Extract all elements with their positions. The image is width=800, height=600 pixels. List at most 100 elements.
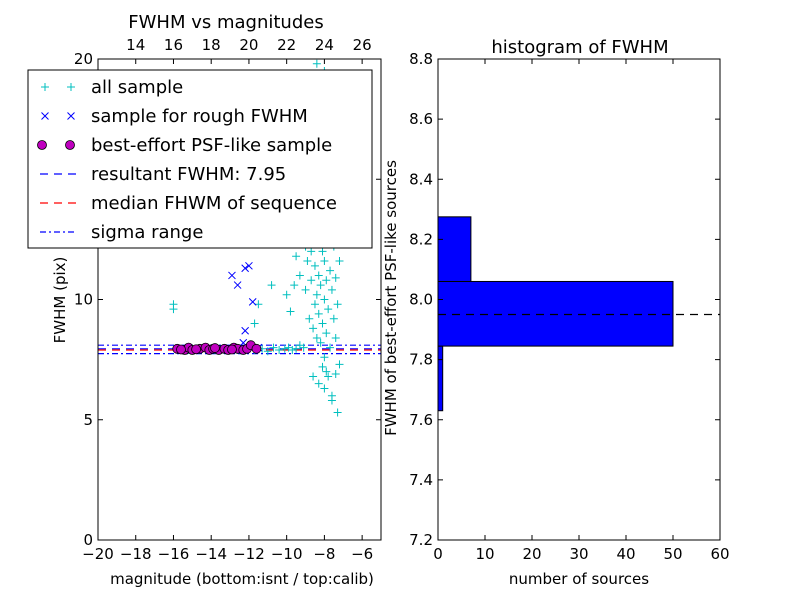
point-0-74 [309,372,318,381]
point-2-16 [251,343,262,354]
point-0-79 [331,370,340,379]
histogram-bar-1 [437,280,674,347]
legend-label-4: median FHWM of sequence [91,193,337,214]
left-top-xtick-label-0: 14 [126,36,145,54]
right-xtick-label-1: 10 [475,545,494,563]
left-top-xtick-label-1: 16 [164,36,183,54]
right-ytick-label-2: 7.6 [409,411,433,429]
point-0-30 [301,285,310,294]
left-xtick-label-6: −8 [313,545,335,563]
right-xtick-label-6: 60 [710,545,729,563]
legend-label-1: sample for rough FWHM [91,106,308,127]
right-xtick-label-4: 40 [616,545,635,563]
right-plot-area [437,216,720,412]
point-0-81 [327,396,336,405]
point-0-1 [169,305,178,314]
legend-entry-1: sample for rough FWHM [41,106,308,127]
histogram-bar-2 [437,216,472,282]
point-0-23 [267,281,276,290]
legend-label-5: sigma range [91,222,203,243]
legend: all sample sample for rough FWHM best-effo… [27,69,373,249]
point-0-75 [314,379,323,388]
point-0-77 [324,372,333,381]
point-0-20 [299,343,308,352]
point-0-83 [322,367,331,376]
legend-box [27,69,373,249]
left-xtick-label-7: −6 [351,545,373,563]
point-2-18 [191,344,202,355]
point-2-19 [210,343,220,353]
point-0-42 [312,333,321,342]
right-y-axis-label: FWHM of best-effort PSF-like sources [382,160,400,436]
left-chart-title: FWHM vs magnitudes [128,12,323,33]
point-0-25 [286,307,295,316]
right-tick-group: 0 10 20 30 40 50 60 7.2 7.4 7.6 7.8 8.0 8.2 8.4 8.6 8.8 [409,50,729,563]
point-1-3 [245,261,253,270]
point-0-72 [333,300,342,309]
point-1-2 [241,264,250,273]
point-1-1 [233,281,242,289]
right-ytick-label-6: 8.4 [409,170,433,188]
right-xtick-label-3: 30 [569,545,588,563]
right-xtick-label-2: 20 [522,545,541,563]
legend-entry-3: resultant FWHM: 7.95 [40,164,286,185]
point-0-49 [316,281,325,290]
point-0-68 [329,314,338,323]
point-0-48 [316,338,325,347]
point-1-5 [241,326,250,335]
point-0-76 [320,384,329,393]
right-ytick-label-8: 8.8 [409,50,433,68]
point-0-84 [335,360,344,369]
legend-entry-2: best-effort PSF-like sample [37,135,332,156]
legend-entry-0: all sample [41,77,183,98]
right-ytick-label-4: 8.0 [409,291,433,309]
point-0-61 [324,305,333,314]
point-0-37 [309,324,318,333]
point-0-70 [331,333,340,342]
point-0-39 [310,300,319,309]
point-0-65 [326,266,335,275]
point-0-26 [290,281,299,290]
point-0-14 [275,346,284,355]
point-0-33 [305,314,314,323]
point-0-56 [320,257,329,266]
left-ytick-label-4: 20 [74,50,93,68]
right-xtick-label-0: 0 [433,545,443,563]
left-top-xtick-label-3: 20 [239,36,258,54]
right-chart: histogram of FWHM 0 10 20 30 40 50 60 7.2 7.4 7.6… [382,37,730,588]
left-xtick-label-4: −12 [233,545,265,563]
left-y-axis-label: FWHM (pix) [51,257,69,344]
right-ytick-label-5: 8.2 [409,230,433,248]
point-0-28 [295,271,304,280]
point-0-52 [318,247,327,256]
point-0-51 [318,319,327,328]
left-top-xtick-label-4: 22 [277,36,296,54]
point-0-15 [280,344,289,353]
left-chart: FWHM vs magnitudes −20 −18 −16 −14 −12 −10 −8−… [27,12,382,588]
left-top-xtick-label-5: 24 [315,36,334,54]
left-ytick-label-0: 0 [83,531,93,549]
point-0-73 [335,257,344,266]
legend-entry-5: sigma range [40,222,203,243]
point-0-40 [310,261,319,270]
point-0-24 [282,290,291,299]
point-0-55 [320,295,329,304]
point-0-71 [331,273,340,282]
point-0-87 [312,59,321,68]
point-0-32 [303,257,312,266]
left-xtick-label-1: −18 [120,545,152,563]
point-0-43 [312,290,321,299]
left-top-xtick-label-6: 26 [353,36,372,54]
point-2-17 [176,344,186,355]
right-x-axis-label: number of sources [509,570,649,588]
point-1-0 [228,271,236,280]
point-0-35 [307,276,316,285]
legend-label-3: resultant FWHM: 7.95 [91,164,286,185]
right-ytick-label-3: 7.8 [409,351,433,369]
point-0-58 [322,329,331,338]
point-0-45 [314,309,323,318]
left-x-axis-label: magnitude (bottom:isnt / top:calib) [110,570,374,588]
point-0-21 [250,319,259,328]
point-2-20 [227,344,237,355]
